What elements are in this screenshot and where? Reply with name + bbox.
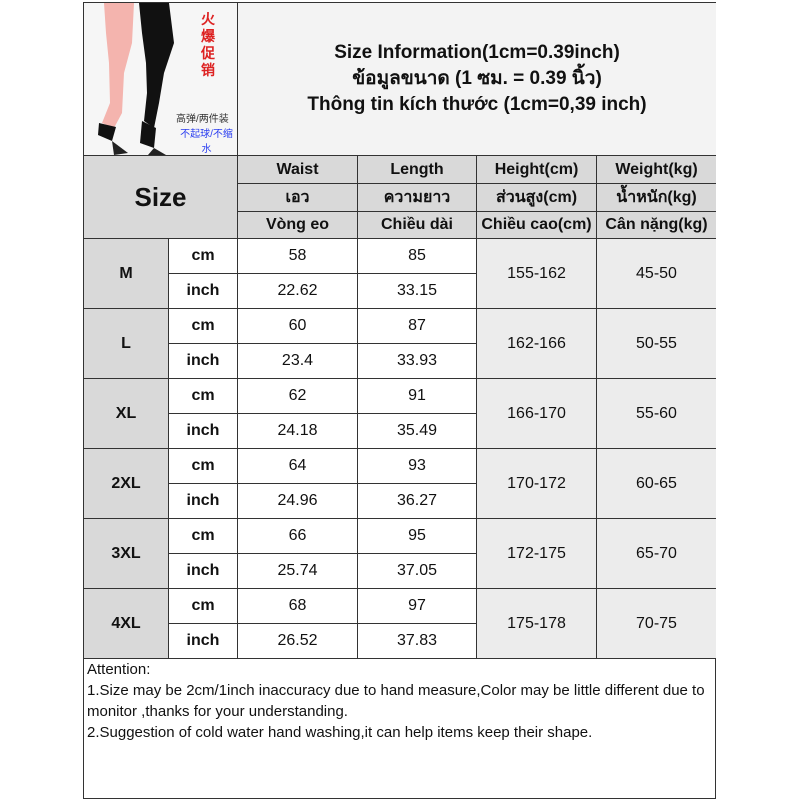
waist-inch: 26.52 (238, 624, 358, 659)
photo-caption-2: 不起球/不缩水 (180, 129, 233, 155)
title-th: ข้อมูลขนาด (1 ซม. = 0.39 นิ้ว) (352, 68, 602, 89)
unit-cm: cm (169, 589, 238, 624)
waist-cm: 58 (238, 239, 358, 274)
size-chart: 火爆促销 高弹/两件装 不起球/不缩水 Size Information(1cm… (83, 2, 716, 799)
leggings-image (98, 3, 174, 155)
length-inch: 35.49 (358, 414, 477, 449)
column-header-th: เอว (238, 184, 358, 212)
size-label: M (84, 239, 169, 309)
unit-cm: cm (169, 379, 238, 414)
weight-range: 45-50 (597, 239, 716, 309)
attention-note-1: 1.Size may be 2cm/1inch inaccuracy due t… (87, 682, 705, 720)
size-label: 4XL (84, 589, 169, 659)
length-cm: 93 (358, 449, 477, 484)
title-vi: Thông tin kích thước (1cm=0,39 inch) (307, 94, 647, 115)
unit-inch: inch (169, 554, 238, 589)
height-range: 162-166 (477, 309, 597, 379)
column-header-en: Weight(kg) (597, 156, 716, 184)
unit-inch: inch (169, 274, 238, 309)
weight-range: 55-60 (597, 379, 716, 449)
weight-range: 60-65 (597, 449, 716, 519)
length-cm: 97 (358, 589, 477, 624)
weight-range: 65-70 (597, 519, 716, 589)
size-header: Size (84, 156, 238, 239)
height-range: 172-175 (477, 519, 597, 589)
column-header-vi: Cân nặng(kg) (597, 212, 716, 239)
height-range: 155-162 (477, 239, 597, 309)
size-label: L (84, 309, 169, 379)
column-header-vi: Vòng eo (238, 212, 358, 239)
column-header-th: ความยาว (358, 184, 477, 212)
size-label: 3XL (84, 519, 169, 589)
unit-inch: inch (169, 414, 238, 449)
length-inch: 33.93 (358, 344, 477, 379)
unit-cm: cm (169, 519, 238, 554)
unit-inch: inch (169, 484, 238, 519)
waist-cm: 66 (238, 519, 358, 554)
column-header-vi: Chiều cao(cm) (477, 212, 597, 239)
unit-inch: inch (169, 624, 238, 659)
attention-heading: Attention: (87, 661, 151, 678)
length-inch: 33.15 (358, 274, 477, 309)
photo-caption-1: 高弹/两件装 (176, 114, 229, 125)
waist-cm: 62 (238, 379, 358, 414)
column-header-th: ส่วนสูง(cm) (477, 184, 597, 212)
waist-inch: 25.74 (238, 554, 358, 589)
size-label: 2XL (84, 449, 169, 519)
height-range: 166-170 (477, 379, 597, 449)
length-inch: 37.05 (358, 554, 477, 589)
product-photo: 火爆促销 高弹/两件装 不起球/不缩水 (84, 3, 238, 156)
column-header-vi: Chiều dài (358, 212, 477, 239)
promo-text: 火爆促销 (201, 11, 215, 78)
column-header-en: Waist (238, 156, 358, 184)
waist-inch: 22.62 (238, 274, 358, 309)
weight-range: 70-75 (597, 589, 716, 659)
waist-inch: 23.4 (238, 344, 358, 379)
waist-cm: 60 (238, 309, 358, 344)
length-cm: 87 (358, 309, 477, 344)
title-en: Size Information(1cm=0.39inch) (334, 42, 620, 63)
column-header-th: น้ำหนัก(kg) (597, 184, 716, 212)
column-header-en: Height(cm) (477, 156, 597, 184)
height-range: 170-172 (477, 449, 597, 519)
unit-cm: cm (169, 239, 238, 274)
waist-cm: 64 (238, 449, 358, 484)
attention-notes: Attention: 1.Size may be 2cm/1inch inacc… (84, 658, 715, 744)
waist-cm: 68 (238, 589, 358, 624)
waist-inch: 24.96 (238, 484, 358, 519)
length-inch: 36.27 (358, 484, 477, 519)
attention-note-2: 2.Suggestion of cold water hand washing,… (87, 724, 593, 741)
size-label: XL (84, 379, 169, 449)
column-header-en: Length (358, 156, 477, 184)
height-range: 175-178 (477, 589, 597, 659)
unit-cm: cm (169, 309, 238, 344)
length-cm: 95 (358, 519, 477, 554)
unit-inch: inch (169, 344, 238, 379)
length-cm: 91 (358, 379, 477, 414)
unit-cm: cm (169, 449, 238, 484)
length-inch: 37.83 (358, 624, 477, 659)
title-block: Size Information(1cm=0.39inch) ข้อมูลขนา… (238, 3, 716, 156)
length-cm: 85 (358, 239, 477, 274)
waist-inch: 24.18 (238, 414, 358, 449)
weight-range: 50-55 (597, 309, 716, 379)
